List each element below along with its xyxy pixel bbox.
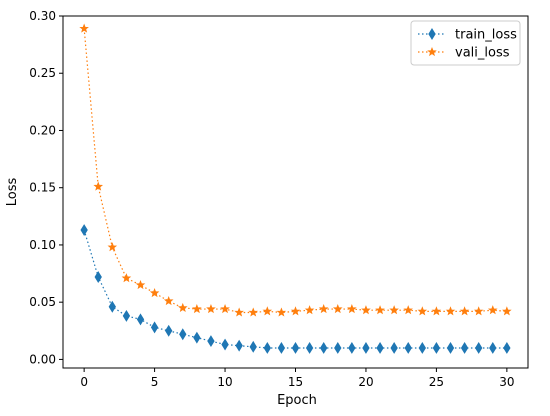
legend-label: vali_loss bbox=[455, 46, 510, 61]
data-point bbox=[475, 342, 483, 354]
y-tick-label: 0.30 bbox=[29, 9, 56, 23]
series-train-loss bbox=[80, 224, 511, 354]
data-point bbox=[334, 342, 342, 354]
data-point bbox=[135, 279, 146, 290]
data-point bbox=[220, 304, 230, 314]
data-point bbox=[277, 342, 286, 354]
data-point bbox=[304, 305, 315, 315]
data-point bbox=[234, 307, 244, 317]
data-point bbox=[347, 304, 357, 314]
legend-marker bbox=[428, 28, 436, 40]
data-point bbox=[305, 342, 314, 354]
data-point bbox=[149, 287, 160, 298]
data-point bbox=[262, 306, 273, 316]
y-tick-label: 0.15 bbox=[29, 181, 56, 195]
x-axis-ticks: 0 5 10 15 20 25 30 bbox=[80, 368, 515, 389]
data-point bbox=[431, 306, 442, 316]
data-point bbox=[403, 305, 414, 315]
data-point bbox=[107, 242, 118, 252]
legend-marker bbox=[427, 46, 437, 57]
data-point bbox=[417, 306, 428, 316]
data-point bbox=[362, 342, 370, 354]
y-axis-ticks: 0.00 0.05 0.10 0.15 0.20 0.25 0.30 bbox=[29, 9, 63, 366]
legend: train_loss vali_loss bbox=[410, 20, 521, 66]
x-tick-label: 10 bbox=[217, 375, 232, 389]
data-point bbox=[489, 342, 497, 354]
data-point bbox=[263, 342, 271, 354]
data-point bbox=[404, 342, 412, 354]
data-point bbox=[108, 300, 116, 313]
data-point bbox=[291, 342, 300, 354]
data-point bbox=[487, 305, 498, 315]
y-tick-label: 0.20 bbox=[29, 123, 56, 137]
data-point bbox=[150, 321, 159, 334]
x-tick-label: 30 bbox=[499, 375, 514, 389]
legend-item: train_loss bbox=[418, 28, 517, 43]
x-tick-label: 5 bbox=[151, 375, 159, 389]
x-tick-label: 25 bbox=[429, 375, 444, 389]
legend-box bbox=[410, 20, 521, 66]
data-point bbox=[390, 342, 398, 354]
y-tick-label: 0.25 bbox=[29, 66, 56, 80]
data-point bbox=[389, 305, 399, 315]
data-point bbox=[445, 306, 456, 316]
data-point bbox=[376, 342, 384, 354]
series-line bbox=[83, 229, 507, 349]
x-tick-label: 15 bbox=[288, 375, 303, 389]
series-layer bbox=[79, 23, 512, 354]
y-tick-label: 0.05 bbox=[29, 295, 56, 309]
data-point bbox=[320, 342, 328, 354]
data-point bbox=[93, 181, 104, 191]
data-point bbox=[121, 273, 132, 283]
data-point bbox=[193, 331, 201, 344]
data-point bbox=[361, 305, 371, 315]
legend-item: vali_loss bbox=[418, 46, 510, 61]
data-point bbox=[503, 342, 511, 354]
data-point bbox=[248, 307, 259, 317]
data-point bbox=[473, 306, 484, 316]
data-point bbox=[206, 304, 216, 314]
plot-area-frame bbox=[62, 15, 529, 369]
data-point bbox=[375, 305, 385, 315]
legend-label: train_loss bbox=[455, 28, 517, 43]
data-point bbox=[290, 306, 301, 316]
data-point bbox=[460, 342, 469, 354]
data-point bbox=[432, 342, 441, 354]
data-point bbox=[136, 313, 145, 326]
data-point bbox=[318, 304, 329, 314]
data-point bbox=[207, 335, 215, 348]
x-tick-label: 0 bbox=[80, 375, 88, 389]
data-point bbox=[79, 23, 89, 33]
data-point bbox=[459, 306, 470, 316]
data-point bbox=[446, 342, 455, 354]
series-line bbox=[83, 28, 507, 314]
data-point bbox=[80, 224, 88, 237]
data-point bbox=[502, 306, 512, 316]
data-point bbox=[276, 307, 287, 317]
y-tick-label: 0.00 bbox=[29, 352, 56, 366]
series-vali-loss bbox=[79, 23, 512, 317]
x-tick-label: 20 bbox=[358, 375, 373, 389]
data-point bbox=[418, 342, 426, 354]
data-point bbox=[179, 328, 187, 341]
data-point bbox=[122, 309, 131, 322]
data-point bbox=[235, 339, 243, 352]
data-point bbox=[165, 324, 173, 337]
data-point bbox=[177, 302, 188, 312]
x-axis-label: Epoch bbox=[277, 393, 317, 408]
data-point bbox=[221, 338, 229, 351]
data-point bbox=[249, 340, 257, 353]
data-point bbox=[348, 342, 356, 354]
data-point bbox=[192, 304, 202, 314]
y-tick-label: 0.10 bbox=[29, 238, 56, 252]
y-axis-label: Loss bbox=[5, 178, 20, 207]
data-point bbox=[163, 295, 174, 306]
data-point bbox=[332, 304, 343, 314]
data-point bbox=[94, 271, 102, 283]
